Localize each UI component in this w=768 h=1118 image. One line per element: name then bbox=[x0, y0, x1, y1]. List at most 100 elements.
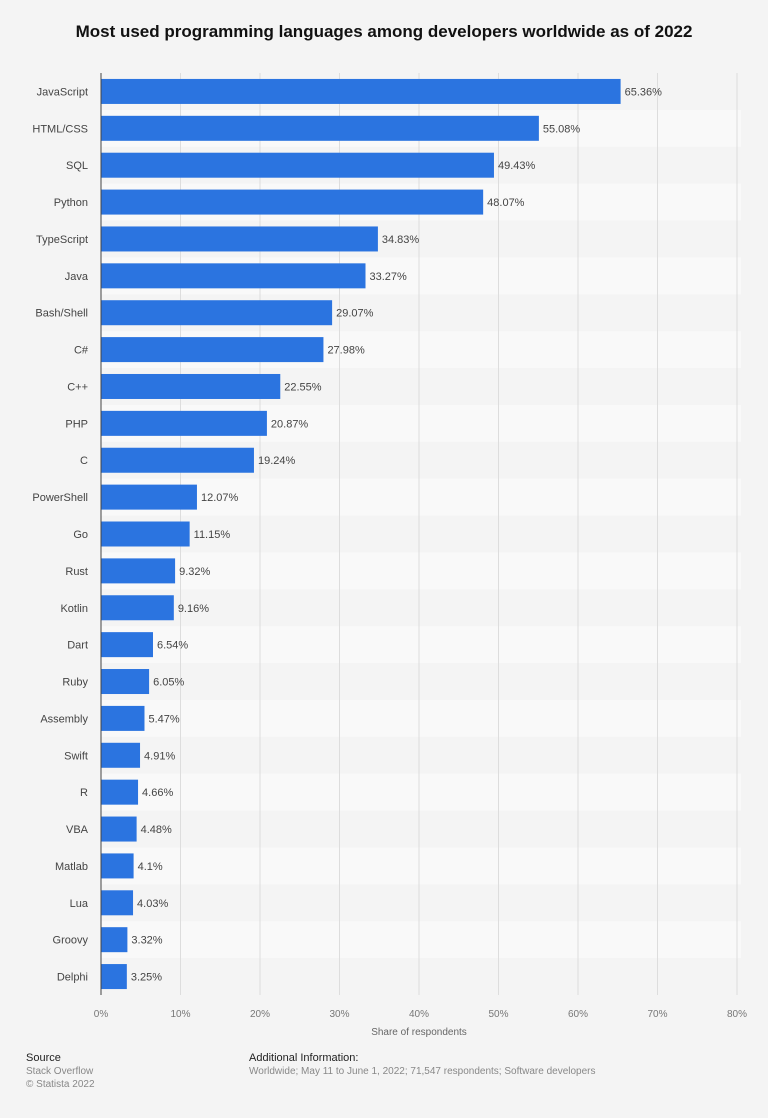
bar-c- bbox=[101, 337, 324, 363]
x-tick-label: 30% bbox=[329, 1009, 349, 1020]
category-label: Assembly bbox=[40, 713, 88, 725]
category-label: JavaScript bbox=[37, 86, 88, 98]
additional-info-block: Additional Information: Worldwide; May 1… bbox=[249, 1052, 596, 1078]
bar-assembly bbox=[101, 705, 145, 731]
bar-go bbox=[101, 521, 190, 547]
source-name: Stack Overflow bbox=[26, 1066, 94, 1077]
value-label: 6.05% bbox=[153, 677, 184, 689]
x-axis-label: Share of respondents bbox=[371, 1027, 467, 1038]
row-band bbox=[101, 626, 741, 664]
bar-bash-shell bbox=[101, 300, 333, 326]
source-block: Source Stack Overflow © Statista 2022 bbox=[26, 1052, 95, 1091]
x-tick-label: 40% bbox=[409, 1009, 429, 1020]
value-label: 48.07% bbox=[487, 197, 525, 209]
bar-dart bbox=[101, 632, 153, 658]
row-band bbox=[101, 699, 741, 737]
value-label: 12.07% bbox=[201, 492, 239, 504]
chart-title: Most used programming languages among de… bbox=[75, 22, 693, 41]
value-label: 9.16% bbox=[178, 603, 209, 615]
category-label: HTML/CSS bbox=[32, 123, 88, 135]
category-label: PHP bbox=[65, 418, 88, 430]
additional-info-text: Worldwide; May 11 to June 1, 2022; 71,54… bbox=[249, 1066, 596, 1077]
bar-c- bbox=[101, 373, 281, 399]
x-tick-label: 60% bbox=[568, 1009, 588, 1020]
x-tick-label: 10% bbox=[170, 1009, 190, 1020]
category-label: Kotlin bbox=[60, 603, 88, 615]
row-band bbox=[101, 921, 741, 959]
value-label: 3.25% bbox=[131, 972, 162, 984]
value-label: 19.24% bbox=[258, 455, 296, 467]
source-heading: Source bbox=[26, 1052, 61, 1064]
bar-sql bbox=[101, 152, 494, 178]
bar-groovy bbox=[101, 927, 128, 953]
category-label: PowerShell bbox=[32, 492, 88, 504]
bar-delphi bbox=[101, 964, 127, 990]
category-label: C++ bbox=[67, 381, 88, 393]
bar-swift bbox=[101, 742, 141, 768]
category-label: Bash/Shell bbox=[35, 308, 88, 320]
value-label: 4.66% bbox=[142, 787, 173, 799]
row-band bbox=[101, 773, 741, 811]
category-label: SQL bbox=[66, 160, 88, 172]
category-label: Groovy bbox=[53, 935, 89, 947]
bar-ruby bbox=[101, 669, 150, 695]
row-band bbox=[101, 478, 741, 516]
x-tick-label: 80% bbox=[727, 1009, 747, 1020]
value-label: 3.32% bbox=[131, 935, 162, 947]
value-label: 27.98% bbox=[327, 345, 365, 357]
x-tick-label: 50% bbox=[488, 1009, 508, 1020]
bar-rust bbox=[101, 558, 176, 584]
bar-r bbox=[101, 779, 139, 805]
bar-lua bbox=[101, 890, 134, 916]
value-label: 4.48% bbox=[141, 824, 172, 836]
bar-html-css bbox=[101, 115, 539, 141]
category-label: C# bbox=[74, 345, 89, 357]
category-label: Delphi bbox=[57, 972, 88, 984]
value-label: 6.54% bbox=[157, 640, 188, 652]
row-band bbox=[101, 552, 741, 590]
value-label: 4.91% bbox=[144, 750, 175, 762]
category-label: Lua bbox=[70, 898, 89, 910]
value-label: 55.08% bbox=[543, 123, 581, 135]
value-label: 4.03% bbox=[137, 898, 168, 910]
category-label: Swift bbox=[64, 750, 88, 762]
category-label: TypeScript bbox=[36, 234, 88, 246]
value-label: 22.55% bbox=[284, 381, 322, 393]
x-tick-label: 70% bbox=[647, 1009, 667, 1020]
bar-php bbox=[101, 410, 267, 436]
value-label: 34.83% bbox=[382, 234, 420, 246]
category-label: Dart bbox=[67, 640, 88, 652]
copyright: © Statista 2022 bbox=[26, 1079, 95, 1090]
value-label: 11.15% bbox=[194, 529, 231, 541]
additional-info-heading: Additional Information: bbox=[249, 1052, 359, 1064]
bar-c bbox=[101, 447, 254, 473]
value-label: 29.07% bbox=[336, 308, 374, 320]
x-tick-label: 20% bbox=[250, 1009, 270, 1020]
bar-javascript bbox=[101, 78, 621, 104]
value-label: 4.1% bbox=[138, 861, 163, 873]
bar-kotlin bbox=[101, 595, 174, 621]
value-label: 20.87% bbox=[271, 418, 309, 430]
category-label: Matlab bbox=[55, 861, 88, 873]
bar-matlab bbox=[101, 853, 134, 879]
category-label: Python bbox=[54, 197, 88, 209]
bar-typescript bbox=[101, 226, 378, 252]
bar-python bbox=[101, 189, 484, 215]
bar-java bbox=[101, 263, 366, 289]
value-label: 65.36% bbox=[625, 86, 663, 98]
bar-powershell bbox=[101, 484, 197, 510]
value-label: 5.47% bbox=[148, 713, 179, 725]
value-label: 33.27% bbox=[369, 271, 407, 283]
category-label: VBA bbox=[66, 824, 89, 836]
value-label: 9.32% bbox=[179, 566, 210, 578]
category-label: Rust bbox=[65, 566, 88, 578]
row-band bbox=[101, 847, 741, 885]
value-label: 49.43% bbox=[498, 160, 536, 172]
category-label: Java bbox=[65, 271, 89, 283]
category-label: Go bbox=[73, 529, 88, 541]
bar-vba bbox=[101, 816, 137, 842]
x-tick-label: 0% bbox=[94, 1009, 109, 1020]
category-label: Ruby bbox=[62, 677, 88, 689]
category-label: C bbox=[80, 455, 88, 467]
